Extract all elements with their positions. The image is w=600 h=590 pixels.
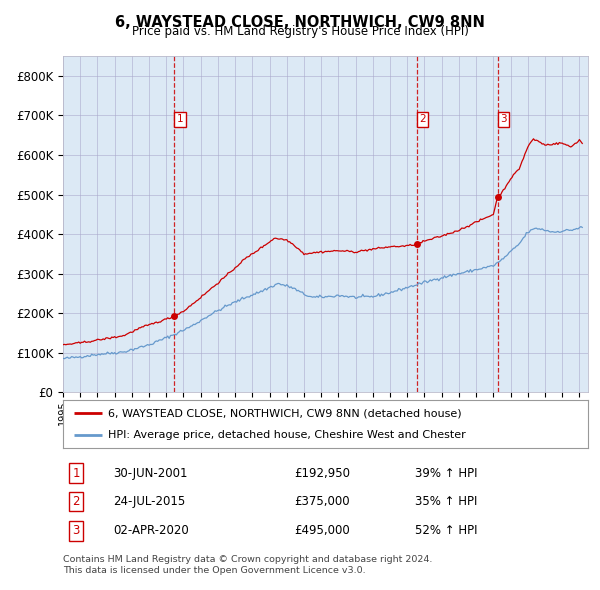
Text: 3: 3 [73, 524, 80, 537]
Text: 02-APR-2020: 02-APR-2020 [113, 524, 188, 537]
Text: £495,000: £495,000 [294, 524, 350, 537]
Text: Contains HM Land Registry data © Crown copyright and database right 2024.: Contains HM Land Registry data © Crown c… [63, 555, 433, 563]
Text: 52% ↑ HPI: 52% ↑ HPI [415, 524, 477, 537]
Text: 39% ↑ HPI: 39% ↑ HPI [415, 467, 477, 480]
Text: 30-JUN-2001: 30-JUN-2001 [113, 467, 187, 480]
Text: 3: 3 [500, 114, 507, 124]
Text: HPI: Average price, detached house, Cheshire West and Chester: HPI: Average price, detached house, Ches… [107, 430, 466, 440]
Text: 24-JUL-2015: 24-JUL-2015 [113, 495, 185, 508]
Text: 1: 1 [177, 114, 184, 124]
Text: 2: 2 [419, 114, 426, 124]
Text: 2: 2 [73, 495, 80, 508]
Text: 35% ↑ HPI: 35% ↑ HPI [415, 495, 477, 508]
Text: £192,950: £192,950 [294, 467, 350, 480]
Text: 6, WAYSTEAD CLOSE, NORTHWICH, CW9 8NN (detached house): 6, WAYSTEAD CLOSE, NORTHWICH, CW9 8NN (d… [107, 408, 461, 418]
Text: Price paid vs. HM Land Registry's House Price Index (HPI): Price paid vs. HM Land Registry's House … [131, 25, 469, 38]
Text: 1: 1 [73, 467, 80, 480]
Text: 6, WAYSTEAD CLOSE, NORTHWICH, CW9 8NN: 6, WAYSTEAD CLOSE, NORTHWICH, CW9 8NN [115, 15, 485, 30]
Text: £375,000: £375,000 [294, 495, 350, 508]
Text: This data is licensed under the Open Government Licence v3.0.: This data is licensed under the Open Gov… [63, 566, 365, 575]
